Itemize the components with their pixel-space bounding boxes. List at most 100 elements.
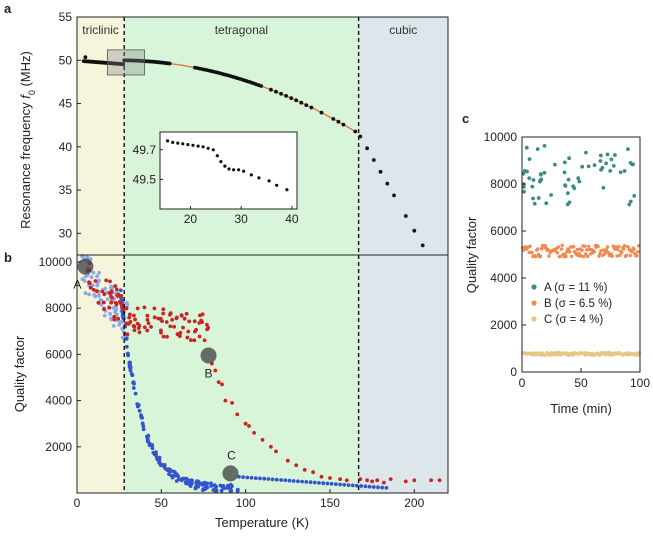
frequency-point: [403, 214, 408, 218]
phase-region-a-2: [358, 17, 448, 255]
quality-point-red: [338, 477, 342, 481]
y-tick-label-a: 55: [59, 10, 73, 24]
phase-label-tetragonal: tetragonal: [215, 23, 268, 37]
frequency-point: [121, 62, 126, 67]
series-a-point: [605, 152, 610, 157]
quality-point-light-blue: [97, 270, 101, 275]
series-a-point: [631, 162, 635, 167]
quality-point-blue: [287, 478, 292, 483]
series-b-point: [636, 250, 640, 254]
x-tick-label-b: 0: [74, 496, 81, 510]
quality-point-red: [178, 330, 183, 335]
quality-point-blue: [209, 484, 214, 488]
series-b-point: [620, 250, 624, 255]
quality-point-red: [96, 300, 101, 305]
marker-label-c: C: [227, 448, 236, 462]
quality-point-red: [186, 329, 191, 334]
series-a-point: [522, 189, 526, 194]
series-a-point: [608, 169, 613, 173]
quality-point-red: [230, 401, 235, 405]
quality-point-red: [127, 315, 132, 320]
series-b-point: [628, 253, 632, 258]
series-b-point: [632, 247, 636, 251]
quality-point-blue: [127, 360, 132, 365]
quality-point-blue: [131, 386, 136, 390]
quality-point-red: [110, 295, 114, 300]
inset-point: [275, 183, 279, 187]
quality-point-red: [403, 479, 408, 484]
inset-point: [227, 167, 231, 171]
inset-point: [166, 139, 170, 143]
quality-point-red: [206, 325, 211, 330]
quality-point-blue: [355, 483, 359, 488]
quality-point-blue: [304, 480, 309, 484]
series-a-point: [535, 147, 540, 152]
series-b-point: [604, 248, 609, 252]
series-b-point: [596, 244, 600, 249]
quality-point-red: [113, 284, 118, 288]
quality-point-blue: [121, 314, 126, 319]
series-b-point: [575, 247, 579, 252]
series-b-point: [546, 247, 550, 252]
quality-point-light-blue: [96, 293, 101, 298]
series-b-point: [585, 248, 589, 252]
series-b-point: [534, 254, 538, 259]
series-a-point: [584, 150, 588, 155]
panel-b-y-axis-title: Quality factor: [12, 335, 27, 412]
inset-point: [176, 141, 180, 145]
quality-point-blue: [177, 477, 182, 481]
quality-point-light-blue: [98, 298, 103, 302]
quality-point-blue: [291, 479, 296, 483]
quality-point-blue: [128, 368, 133, 373]
quality-point-light-blue: [108, 312, 112, 316]
series-a-point: [632, 193, 637, 198]
quality-point-red: [172, 324, 177, 329]
inset-point: [201, 145, 205, 149]
inset-x-tick-label: 40: [285, 212, 299, 226]
frequency-point: [353, 129, 358, 134]
quality-point-red: [161, 307, 166, 312]
quality-point-red: [220, 382, 224, 387]
frequency-point: [378, 169, 383, 174]
zoom-highlight-box: [106, 49, 145, 76]
quality-point-red: [168, 324, 173, 329]
series-a-point: [626, 147, 630, 152]
series-a-point: [599, 167, 603, 172]
quality-point-red: [152, 306, 157, 311]
quality-point-blue: [245, 475, 250, 480]
series-b-point: [571, 244, 576, 249]
series-b-point: [582, 254, 586, 259]
quality-point-red: [112, 314, 117, 319]
quality-point-blue: [157, 455, 162, 460]
quality-point-red: [119, 303, 124, 308]
inset-point: [211, 148, 215, 152]
quality-point-light-blue: [111, 306, 116, 310]
series-b-point: [622, 244, 627, 248]
quality-point-blue: [312, 480, 317, 485]
quality-point-blue: [235, 488, 240, 493]
quality-point-blue: [153, 452, 157, 456]
quality-point-red: [179, 313, 184, 318]
quality-point-blue: [150, 446, 155, 451]
series-a-point: [562, 160, 567, 165]
x-tick-label-b: 50: [155, 496, 169, 510]
quality-point-blue: [363, 484, 368, 489]
quality-point-blue: [329, 481, 334, 486]
series-a-point: [567, 156, 571, 161]
series-a-point: [566, 177, 571, 182]
panel-c-letter: c: [462, 111, 469, 126]
quality-point-light-blue: [95, 274, 99, 279]
inset-point: [249, 173, 253, 177]
y-tick-label-a: 45: [59, 97, 73, 111]
inset-y-tick-label: 49.5: [133, 172, 157, 186]
series-a-point: [524, 145, 529, 150]
quality-point-blue: [300, 479, 304, 484]
quality-point-red: [125, 332, 130, 337]
quality-point-blue: [325, 481, 330, 486]
quality-point-blue: [150, 443, 155, 447]
quality-point-blue: [137, 408, 142, 413]
series-a-point: [609, 157, 614, 162]
quality-point-red: [189, 338, 193, 342]
series-b-point: [617, 244, 621, 249]
